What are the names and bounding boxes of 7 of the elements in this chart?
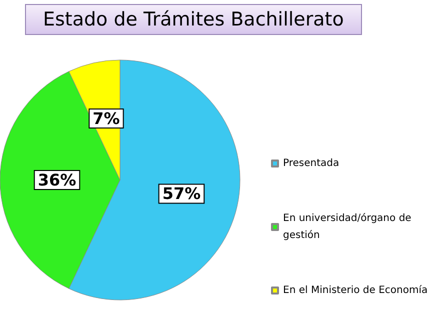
- data-label: 36%: [38, 170, 76, 190]
- legend-label: Presentada: [283, 158, 340, 169]
- legend-label: En universidad/órgano de gestión: [283, 213, 414, 241]
- data-label: 57%: [162, 184, 201, 204]
- legend-label: En el Ministerio de Economía: [283, 285, 428, 296]
- chart-title: Estado de Trámites Bachillerato: [43, 8, 344, 30]
- data-label: 7%: [92, 109, 120, 128]
